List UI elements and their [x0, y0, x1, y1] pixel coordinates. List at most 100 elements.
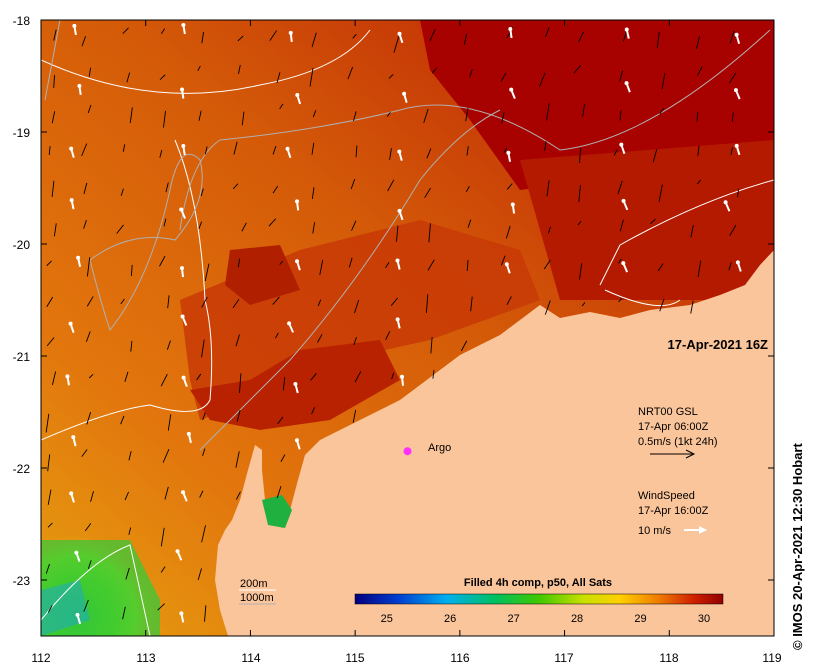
current-arrow — [167, 295, 170, 309]
colorbar-tick-label: 29 — [634, 613, 646, 625]
current-arrow — [430, 336, 433, 354]
current-arrow — [391, 372, 395, 380]
current-arrow — [500, 255, 506, 266]
y-tick-label: -19 — [13, 126, 31, 140]
argo-marker[interactable]: Argo — [403, 442, 451, 456]
current-arrow — [162, 449, 170, 463]
wind-arrow-head — [179, 207, 184, 212]
x-tick-label: 116 — [450, 651, 469, 665]
current-arrow — [539, 72, 546, 87]
current-arrow — [465, 107, 469, 122]
x-tick-label: 114 — [241, 651, 260, 665]
depth-legend-200m: 200m — [240, 578, 268, 590]
current-arrow — [122, 27, 129, 34]
wind-arrow-head — [621, 261, 626, 266]
wind-arrow-head — [288, 30, 293, 35]
current-arrow — [317, 299, 322, 307]
current-arrow — [696, 36, 700, 49]
current-arrow — [696, 111, 699, 122]
current-arrow — [81, 143, 88, 157]
current-arrow — [389, 148, 392, 160]
current-arrow — [279, 103, 284, 110]
current-arrow — [613, 149, 618, 156]
current-arrow — [122, 606, 126, 620]
x-tick-label: 119 — [762, 651, 781, 665]
current-arrow — [197, 65, 201, 72]
current-arrow — [729, 224, 737, 236]
wind-arrow-head — [295, 259, 300, 264]
wind-legend-title: WindSpeed — [638, 490, 695, 502]
current-arrow — [125, 567, 130, 580]
current-arrow — [697, 260, 702, 278]
current-arrow — [204, 605, 207, 622]
colorbar-tick-label: 27 — [507, 613, 519, 625]
wind-arrow-head — [621, 198, 626, 203]
current-arrow — [581, 302, 586, 307]
current-arrow — [204, 263, 210, 282]
argo-icon[interactable] — [403, 447, 412, 456]
wind-arrow-head — [71, 435, 76, 440]
wind-arrow-head — [75, 612, 80, 617]
current-arrow — [431, 67, 438, 74]
current-arrow — [466, 259, 469, 272]
sst-field — [41, 20, 774, 636]
current-arrow — [619, 110, 622, 121]
current-arrow — [204, 146, 208, 155]
current-arrow — [656, 31, 660, 49]
current-arrow — [124, 371, 129, 382]
wind-arrow-head — [181, 490, 186, 495]
current-arrow — [159, 74, 166, 81]
current-arrow — [130, 264, 133, 276]
y-tick-label: -18 — [13, 14, 31, 28]
current-scale-arrow-icon — [650, 449, 696, 459]
wind-arrow-head — [397, 149, 402, 154]
current-arrow — [53, 223, 57, 237]
wind-arrow-head — [733, 88, 738, 93]
wind-arrow-head — [69, 146, 74, 151]
current-arrow — [164, 486, 169, 500]
current-arrow — [730, 147, 733, 156]
current-arrow — [386, 112, 391, 117]
date-label: 17-Apr-2021 16Z — [668, 337, 768, 352]
current-arrow — [388, 74, 394, 79]
wind-arrow-head — [506, 150, 511, 155]
x-tick-label: 112 — [31, 651, 50, 665]
current-arrow — [545, 27, 550, 38]
wind-arrow-head — [293, 382, 298, 387]
current-arrow — [235, 451, 240, 468]
current-arrow — [463, 33, 468, 46]
current-arrow — [235, 491, 241, 500]
current-arrow — [578, 31, 584, 43]
current-arrow — [353, 337, 357, 346]
current-arrow — [546, 103, 550, 121]
wind-arrow-head — [624, 81, 629, 86]
current-arrow — [88, 67, 92, 77]
current-arrow — [47, 489, 52, 505]
x-tick-label: 115 — [345, 651, 364, 665]
current-arrow — [505, 225, 511, 239]
colorbar: Filled 4h comp, p50, All Sats 25 26 27 28 29… — [354, 577, 724, 625]
current-arrow — [659, 107, 665, 115]
current-arrow — [88, 374, 94, 379]
wind-arrow-head — [395, 317, 400, 322]
current-arrow — [547, 226, 551, 234]
colorbar-tick-label: 25 — [381, 613, 393, 625]
current-arrow — [201, 296, 208, 308]
current-arrow — [277, 416, 284, 425]
wind-arrow-head — [69, 491, 74, 496]
wind-arrow-head — [65, 374, 70, 379]
wind-arrow-head — [397, 208, 402, 213]
current-arrow — [201, 525, 206, 543]
current-arrow — [385, 262, 390, 269]
current-arrow — [390, 297, 399, 306]
current-arrow — [130, 340, 133, 352]
wind-scale-arrow-icon — [684, 526, 707, 534]
current-arrow — [618, 258, 622, 264]
wind-arrow-head — [295, 92, 300, 97]
wind-arrow-head — [179, 266, 184, 271]
current-arrow — [428, 223, 431, 243]
colorbar-scale — [354, 593, 724, 605]
current-arrow — [506, 296, 512, 306]
current-arrow — [85, 331, 91, 343]
current-arrow — [233, 141, 238, 155]
